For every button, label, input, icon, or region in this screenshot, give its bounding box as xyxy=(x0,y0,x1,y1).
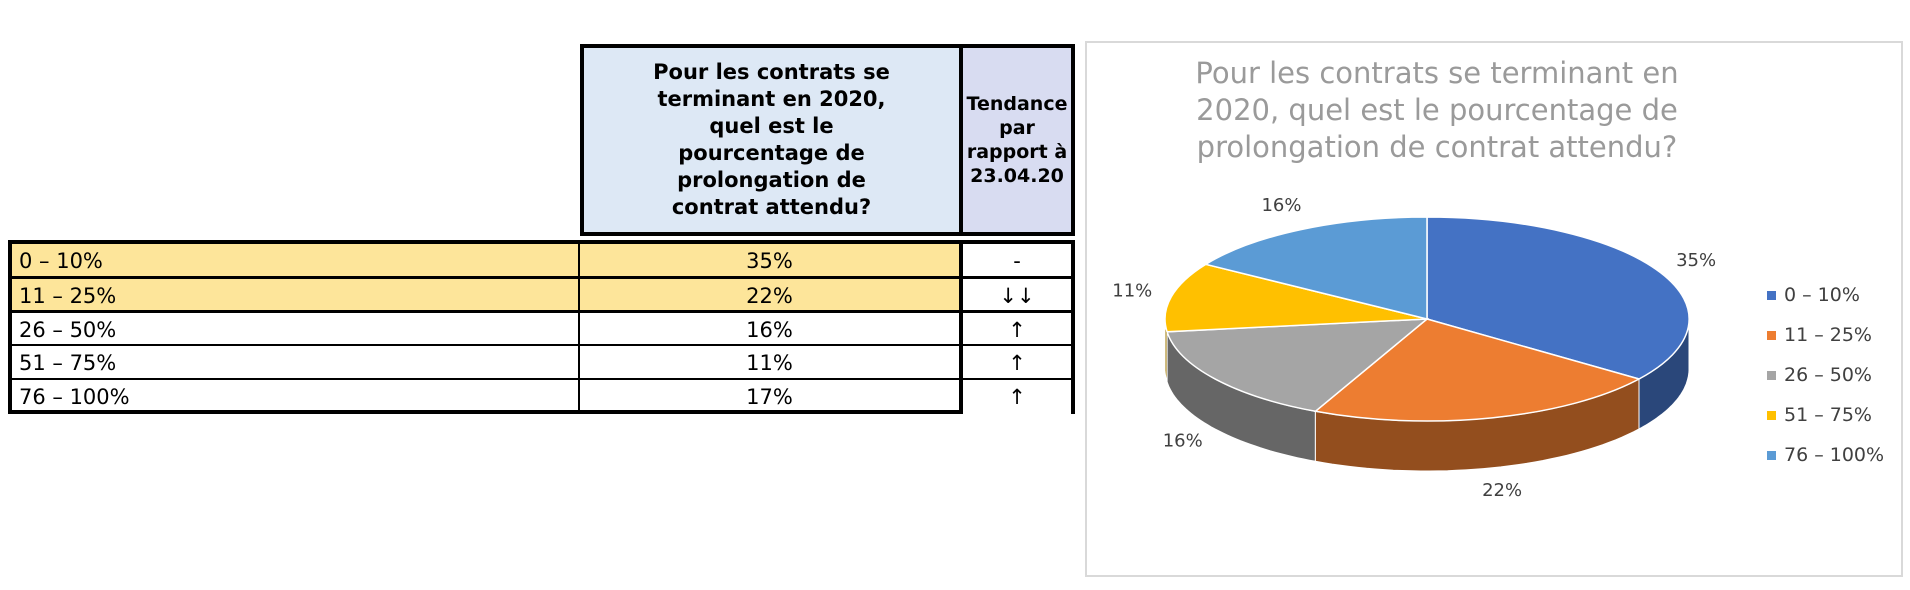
table-row: 51 – 75% 11% ↑ xyxy=(12,344,1071,380)
table-row: 26 – 50% 16% ↑ xyxy=(12,310,1071,347)
legend-swatch xyxy=(1767,410,1776,420)
row-value: 16% xyxy=(580,313,963,347)
table-body: 0 – 10% 35% - 11 – 25% 22% ↓↓ 26 – 50% 1… xyxy=(8,240,1075,414)
legend-item: 76 – 100% xyxy=(1767,435,1884,475)
row-category: 11 – 25% xyxy=(12,279,580,313)
row-trend: ↑ xyxy=(963,380,1071,414)
legend-label: 51 – 75% xyxy=(1784,404,1872,426)
row-category: 51 – 75% xyxy=(12,346,580,380)
table-row: 11 – 25% 22% ↓↓ xyxy=(12,276,1071,313)
legend-item: 51 – 75% xyxy=(1767,395,1884,435)
row-category: 76 – 100% xyxy=(12,380,580,414)
pie-data-label-4: 16% xyxy=(1261,195,1301,216)
legend-label: 0 – 10% xyxy=(1784,284,1860,306)
row-value: 35% xyxy=(580,244,963,278)
row-trend: ↑ xyxy=(963,346,1071,380)
row-category: 0 – 10% xyxy=(12,244,580,278)
legend-item: 26 – 50% xyxy=(1767,355,1884,395)
data-table: Pour les contrats se terminant en 2020, … xyxy=(8,44,1075,414)
header-question-label: Pour les contrats se terminant en 2020, … xyxy=(653,60,890,219)
pie-data-label-1: 22% xyxy=(1482,480,1522,501)
legend-swatch xyxy=(1767,330,1776,340)
pie-slice-2 xyxy=(1166,318,1430,413)
row-trend: ↓↓ xyxy=(963,279,1071,313)
row-value: 11% xyxy=(580,346,963,380)
pie-slice-4 xyxy=(1203,216,1428,320)
row-trend: ↑ xyxy=(963,313,1071,347)
pie-data-label-0: 35% xyxy=(1676,250,1716,271)
legend-label: 26 – 50% xyxy=(1784,364,1872,386)
table-row: 76 – 100% 17% ↑ xyxy=(12,378,1071,414)
legend-item: 0 – 10% xyxy=(1767,275,1884,315)
pie-data-label-2: 16% xyxy=(1163,430,1203,451)
legend-item: 11 – 25% xyxy=(1767,315,1884,355)
row-trend: - xyxy=(963,244,1071,278)
header-trend-label: Tendance par rapport à 23.04.20 xyxy=(966,93,1068,187)
legend-swatch xyxy=(1767,290,1776,300)
legend-label: 76 – 100% xyxy=(1784,444,1885,466)
chart-title: Pour les contrats se terminant en 2020, … xyxy=(1195,56,1679,164)
pie-chart: 35% 22% 16% 11% 16% xyxy=(1112,195,1716,501)
pie-data-label-3: 11% xyxy=(1112,281,1152,302)
pie-slice-0 xyxy=(1426,216,1690,380)
legend-label: 11 – 25% xyxy=(1784,324,1872,346)
pie-slice-3 xyxy=(1164,263,1428,333)
table-row: 0 – 10% 35% - xyxy=(12,244,1071,278)
legend-swatch xyxy=(1767,370,1776,380)
row-value: 22% xyxy=(580,279,963,313)
header-question: Pour les contrats se terminant en 2020, … xyxy=(580,44,963,236)
row-value: 17% xyxy=(580,380,963,414)
pie-chart-panel: Pour les contrats se terminant en 2020, … xyxy=(1085,41,1903,577)
chart-legend: 0 – 10% 11 – 25% 26 – 50% 51 – 75% 76 – 100% xyxy=(1767,275,1884,475)
legend-swatch xyxy=(1767,450,1776,460)
header-trend: Tendance par rapport à 23.04.20 xyxy=(959,44,1075,236)
row-category: 26 – 50% xyxy=(12,313,580,347)
